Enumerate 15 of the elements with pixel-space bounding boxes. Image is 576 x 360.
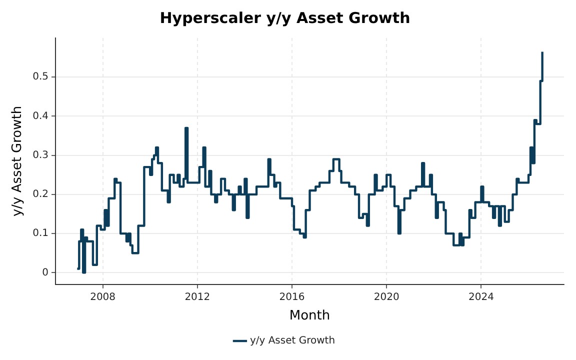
y-tick-label: 0 [42,267,49,278]
x-tick-label: 2020 [374,292,400,303]
y-tick-label: 0.2 [32,189,49,200]
chart-title: Hyperscaler y/y Asset Growth [160,8,410,27]
y-axis-title: y/y Asset Growth [10,106,26,217]
x-tick-label: 2008 [90,292,116,303]
x-tick-label: 2024 [468,292,494,303]
x-tick-label: 2012 [184,292,210,303]
x-axis-title: Month [289,308,330,324]
x-tick-label: 2016 [279,292,305,303]
y-tick-label: 0.5 [32,72,49,83]
y-tick-label: 0.1 [32,228,49,240]
y-tick-label: 0.4 [32,110,49,122]
y-tick-label: 0.3 [32,150,49,161]
legend-label: y/y Asset Growth [250,336,336,347]
